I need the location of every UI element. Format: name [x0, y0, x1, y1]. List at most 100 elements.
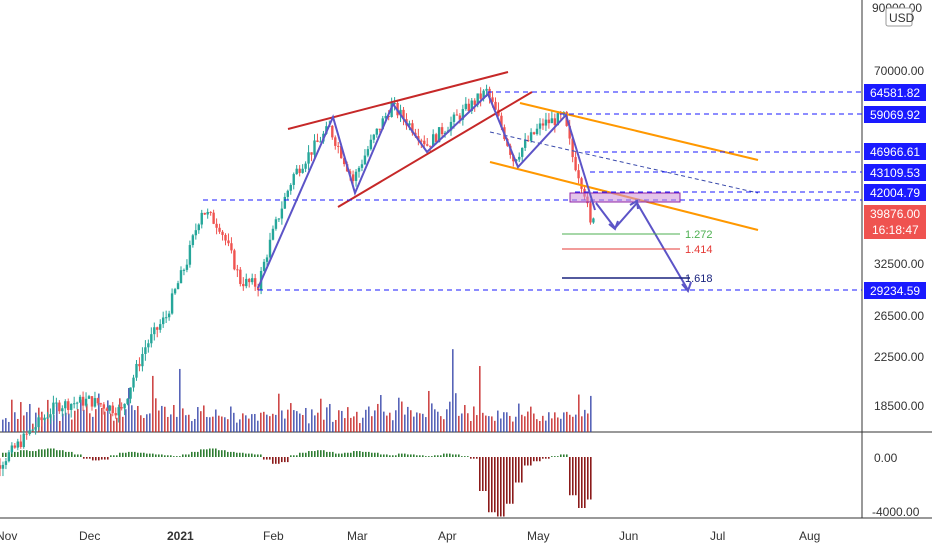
candle-body: [25, 433, 28, 435]
oscillator-bar: [287, 457, 289, 463]
oscillator-bar: [35, 451, 37, 457]
volume-bar: [254, 413, 256, 432]
candle-body: [301, 168, 304, 173]
volume-bar: [74, 410, 76, 432]
volume-bar: [44, 418, 46, 432]
candle-body: [271, 228, 275, 240]
candle-body: [461, 109, 465, 120]
volume-bar: [293, 410, 295, 432]
oscillator-bar: [233, 451, 235, 457]
candle-body: [194, 230, 198, 236]
candle-body: [55, 402, 58, 404]
oscillator-bar: [74, 454, 76, 457]
candle-body: [170, 293, 174, 314]
oscillator-bar: [521, 457, 523, 483]
candle-body: [19, 441, 22, 448]
oscillator-bar: [230, 451, 232, 457]
month-label-aug: Aug: [799, 529, 820, 543]
candle-body: [292, 174, 295, 185]
volume-bar: [431, 403, 433, 432]
oscillator-bar: [518, 457, 520, 483]
volume-bar: [524, 416, 526, 432]
oscillator-bar: [254, 454, 256, 457]
candle-body: [280, 208, 284, 219]
candle-body: [114, 413, 117, 416]
volume-bar: [350, 417, 352, 432]
oscillator-bar: [107, 457, 109, 460]
volume-bar: [200, 411, 202, 432]
candle-body: [212, 212, 215, 224]
oscillator-bar: [467, 456, 469, 457]
oscillator-bar: [455, 454, 457, 457]
oscillator-bar: [551, 456, 553, 457]
oscillator-bar: [569, 457, 571, 496]
volume-bar: [122, 416, 124, 432]
candle-body: [156, 327, 159, 330]
oscillator-bar: [590, 457, 592, 500]
candle-body: [102, 404, 106, 409]
oscillator-bar: [386, 454, 388, 457]
oscillator-bar: [575, 457, 577, 496]
price-tag-46966: 46966.61: [870, 145, 920, 159]
oscillator-bar: [296, 455, 298, 457]
oscillator-bar: [491, 457, 493, 513]
volume-bar: [485, 415, 487, 432]
candle-body: [188, 245, 192, 265]
month-label-apr: Apr: [438, 529, 457, 543]
month-label-feb: Feb: [263, 529, 284, 543]
volume-bar: [95, 409, 97, 432]
volume-bar: [452, 349, 454, 432]
oscillator-bar: [341, 453, 343, 457]
time-axis: Nov Dec 2021 Feb Mar Apr May Jun Jul Aug: [0, 529, 820, 543]
volume-bar: [428, 390, 430, 432]
fib-label-1414: 1.414: [685, 244, 713, 256]
channel-upper-line: [519, 102, 759, 161]
volume-bar: [503, 412, 505, 432]
oscillator-bar: [371, 452, 373, 457]
oscillator-bar: [443, 453, 445, 457]
oscillator-bar: [380, 454, 382, 457]
price-tag-countdown: 16:18:47: [872, 223, 919, 237]
oscillator-bar: [560, 454, 562, 457]
oscillator-bar: [167, 455, 169, 457]
volume-bar: [59, 420, 61, 432]
volume-bar: [185, 415, 187, 432]
candle-body: [108, 405, 111, 411]
oscillator-bar: [524, 457, 526, 466]
oscillator-bar: [113, 455, 115, 457]
candle-body: [334, 137, 337, 146]
price-tag-43109-bg: [864, 164, 926, 181]
price-tag-current-bg: [864, 205, 926, 239]
oscillator-bar: [212, 448, 214, 457]
oscillator-bar: [203, 449, 205, 457]
price-axis: 90000.00 USD 70000.00 32500.00 26500.00 …: [872, 1, 924, 519]
candle-body: [354, 171, 358, 181]
wedge-lower-line: [337, 91, 533, 208]
price-tag-42004: 42004.79: [870, 186, 920, 200]
volume-bar: [470, 421, 472, 432]
volume-bar: [413, 416, 415, 432]
oscillator-bar: [161, 454, 163, 457]
candle-body: [28, 430, 31, 435]
price-tag-29234: 29234.59: [870, 284, 920, 298]
candle-body: [399, 109, 402, 116]
price-tags: 64581.82 59069.92 46966.61 43109.53 4200…: [864, 84, 926, 299]
candle-body: [473, 100, 476, 105]
candle-body: [440, 127, 444, 135]
candle-body: [535, 128, 539, 135]
candle-body: [221, 231, 224, 235]
price-tag-59069-bg: [864, 106, 926, 123]
volume-bar: [149, 413, 151, 432]
volume-bar: [107, 400, 109, 432]
candle-body: [209, 211, 212, 213]
oscillator-bar: [158, 454, 160, 457]
oscillator-bar: [470, 457, 472, 459]
axis-tick-32500: 32500.00: [874, 257, 924, 271]
candle-body: [58, 402, 61, 412]
volume-bar: [509, 415, 511, 432]
candle-body: [0, 465, 2, 469]
candle-body: [81, 396, 85, 406]
candle-body: [589, 203, 592, 223]
price-tag-64581-bg: [864, 84, 926, 101]
